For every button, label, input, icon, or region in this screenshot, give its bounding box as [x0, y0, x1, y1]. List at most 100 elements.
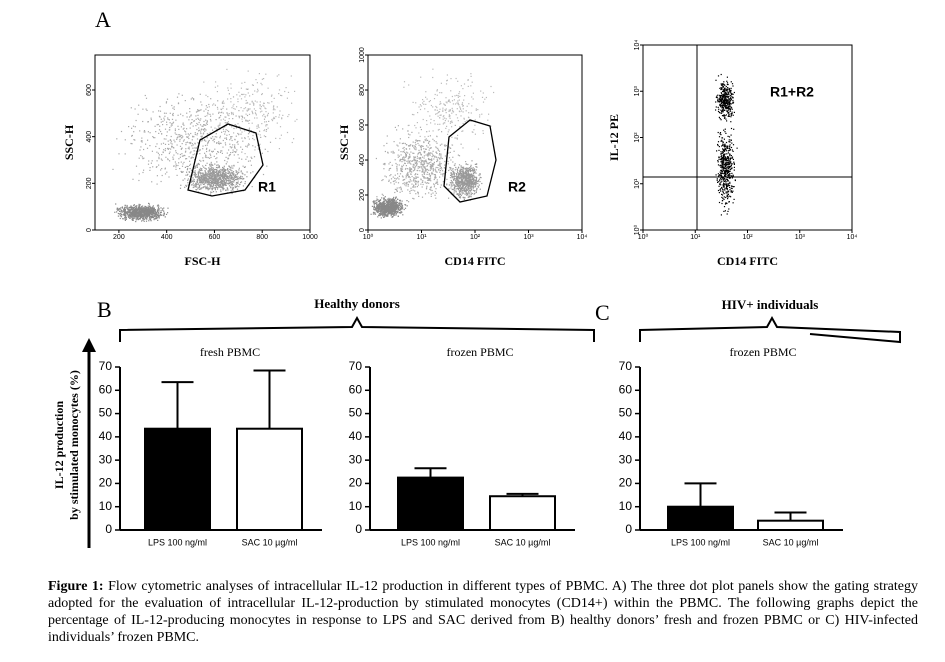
dot: [237, 143, 239, 145]
dot: [130, 205, 132, 207]
dot: [121, 211, 123, 213]
dot: [151, 181, 153, 183]
dot: [147, 205, 149, 207]
dot: [116, 211, 118, 213]
dot: [269, 141, 272, 143]
dot: [231, 173, 233, 175]
dot: [223, 169, 226, 171]
dot: [408, 145, 410, 147]
dot: [401, 170, 403, 173]
dot: [230, 176, 232, 178]
dot: [224, 137, 226, 139]
dot: [225, 156, 227, 158]
dot: [149, 206, 151, 208]
dot: [222, 146, 224, 148]
dot: [430, 159, 432, 161]
dot: [230, 181, 232, 183]
dot: [228, 176, 230, 178]
dot: [462, 196, 464, 198]
dot: [388, 213, 390, 215]
dot: [158, 215, 160, 217]
dot: [294, 120, 296, 122]
dot: [384, 199, 387, 201]
dot: [135, 211, 137, 213]
dot: [209, 163, 211, 165]
dot: [465, 168, 467, 171]
dot: [448, 157, 451, 159]
dot: [456, 177, 459, 179]
dot: [118, 153, 120, 155]
dot: [233, 151, 235, 153]
dot: [401, 165, 403, 167]
dot: [219, 170, 221, 172]
dot: [421, 163, 423, 165]
dot: [396, 167, 398, 169]
dot: [226, 152, 228, 154]
dot: [260, 108, 262, 110]
dot: [218, 143, 220, 145]
dot: [464, 168, 466, 170]
dot: [381, 205, 383, 207]
dot: [444, 148, 446, 151]
dot: [227, 121, 229, 123]
dot: [435, 141, 437, 143]
dot: [143, 210, 145, 212]
dot: [458, 167, 460, 169]
dot: [432, 192, 434, 194]
dot: [476, 166, 478, 168]
dot: [204, 177, 207, 179]
dot: [186, 165, 188, 168]
dot: [468, 194, 470, 196]
dot: [141, 140, 143, 142]
dot: [456, 187, 459, 189]
dot: [444, 164, 446, 166]
dot: [219, 122, 221, 124]
dot: [230, 174, 233, 177]
dot: [164, 148, 167, 150]
dot: [244, 137, 246, 140]
dot: [395, 181, 397, 183]
dot: [252, 84, 254, 86]
dot: [210, 191, 212, 193]
dot: [234, 174, 236, 176]
dot: [225, 122, 227, 124]
dot: [396, 129, 398, 131]
dot: [258, 73, 260, 75]
dot: [472, 167, 474, 169]
dot: [409, 171, 411, 173]
dot: [188, 148, 190, 150]
dot: [147, 208, 149, 210]
dot: [407, 185, 409, 187]
dot: [392, 216, 394, 218]
dot: [140, 155, 142, 157]
dot: [195, 165, 197, 167]
dot: [422, 175, 424, 177]
dot: [472, 189, 474, 191]
dot: [221, 177, 223, 179]
dot: [233, 187, 235, 189]
dot: [235, 171, 237, 173]
dot: [216, 153, 218, 155]
dot: [463, 192, 465, 194]
dot: [251, 100, 253, 102]
dot: [426, 173, 428, 175]
dot: [146, 147, 149, 149]
dot: [241, 158, 243, 160]
dot: [417, 167, 419, 169]
dot: [151, 150, 153, 152]
dot: [259, 130, 261, 132]
dot: [389, 161, 391, 163]
dot: [466, 171, 468, 174]
dot: [263, 102, 265, 104]
dot: [399, 173, 402, 175]
dot: [150, 117, 152, 119]
dot: [220, 119, 222, 121]
dot: [405, 177, 407, 179]
dot: [433, 161, 435, 163]
dot: [432, 173, 434, 175]
dot: [155, 145, 157, 148]
dot: [286, 97, 288, 99]
dot: [205, 186, 207, 189]
dot: [198, 171, 200, 173]
dot: [256, 82, 258, 84]
